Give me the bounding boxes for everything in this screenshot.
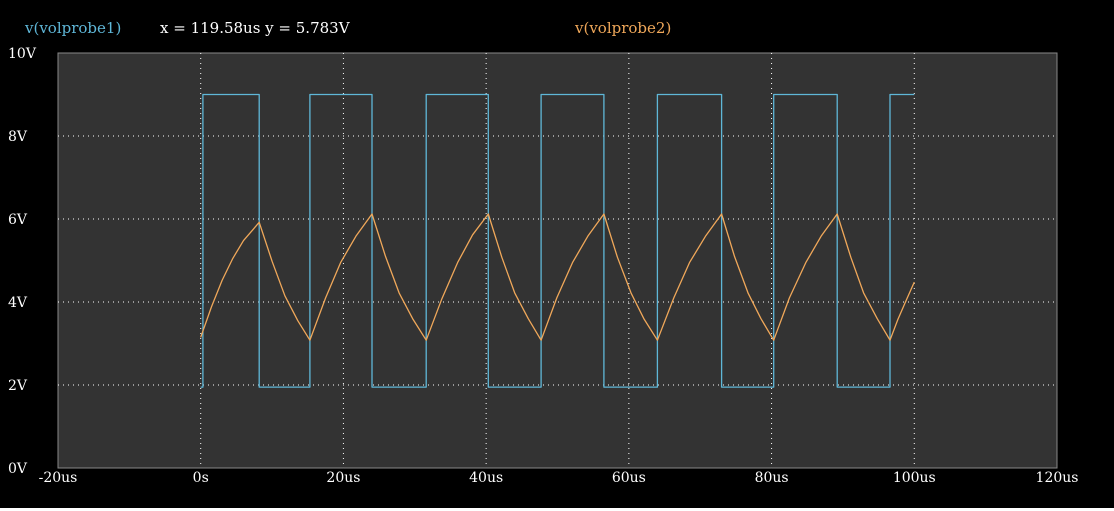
x-tick-label: 60us xyxy=(612,470,646,486)
plot-area[interactable] xyxy=(57,52,1058,469)
series-line-1-trace[interactable] xyxy=(200,93,915,388)
grid-lines xyxy=(58,53,1057,468)
y-tick-label: 4V xyxy=(8,295,28,311)
x-tick-label: 120us xyxy=(1036,470,1079,486)
x-tick-label: 0s xyxy=(193,470,209,486)
y-tick-label: 8V xyxy=(8,129,28,145)
x-tick-label: -20us xyxy=(39,470,78,486)
y-tick-label: 10V xyxy=(8,46,37,62)
x-tick-label: 100us xyxy=(893,470,936,486)
cursor-readout: x = 119.58us y = 5.783V xyxy=(160,19,350,37)
trace-layer xyxy=(200,93,915,388)
series-line-2-trace[interactable] xyxy=(200,213,915,341)
x-axis-tick-labels: -20us 0s 20us 40us 60us 80us 100us 120us xyxy=(39,470,1079,486)
x-tick-label: 20us xyxy=(326,470,360,486)
y-tick-label: 6V xyxy=(8,212,28,228)
y-tick-label: 2V xyxy=(8,378,28,394)
trace2-legend-label[interactable]: v(volprobe2) xyxy=(575,19,672,37)
trace1-legend-label[interactable]: v(volprobe1) xyxy=(25,19,122,37)
y-axis-tick-labels: 0V 2V 4V 6V 8V 10V xyxy=(8,46,37,477)
x-tick-label: 80us xyxy=(755,470,789,486)
x-tick-label: 40us xyxy=(469,470,503,486)
y-tick-label: 0V xyxy=(8,461,28,477)
